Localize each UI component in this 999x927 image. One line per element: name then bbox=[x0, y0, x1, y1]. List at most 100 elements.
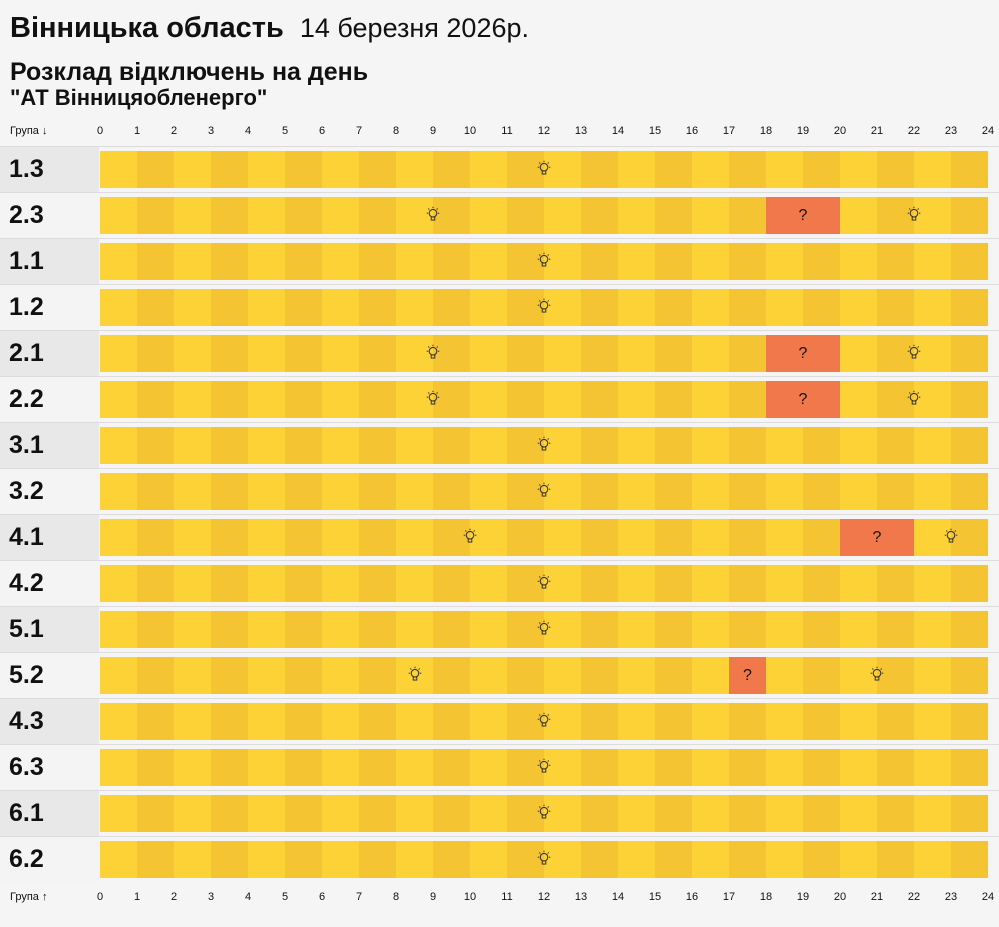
hour-cell bbox=[100, 243, 137, 280]
hour-cell bbox=[618, 611, 655, 648]
hour-cell bbox=[137, 243, 174, 280]
group-label: 3.2 bbox=[0, 469, 99, 514]
lightbulb-icon bbox=[537, 574, 551, 589]
group-sort-label-top[interactable]: Група ↓ bbox=[10, 125, 48, 137]
hour-cell bbox=[766, 565, 803, 602]
hour-cell bbox=[248, 795, 285, 832]
lightbulb-icon bbox=[426, 206, 440, 221]
hour-tick: 4 bbox=[244, 891, 252, 903]
hour-cell bbox=[248, 657, 285, 694]
hour-cell bbox=[470, 565, 507, 602]
hour-cell bbox=[581, 565, 618, 602]
hour-cell bbox=[248, 519, 285, 556]
hour-cell bbox=[137, 519, 174, 556]
hour-cell bbox=[618, 703, 655, 740]
hour-tick: 13 bbox=[574, 125, 588, 137]
hour-cell bbox=[285, 611, 322, 648]
hour-cell bbox=[766, 703, 803, 740]
hour-cell bbox=[100, 151, 137, 188]
hour-cell bbox=[914, 473, 951, 510]
hour-cell bbox=[729, 611, 766, 648]
hour-cell bbox=[655, 197, 692, 234]
hour-cell bbox=[174, 197, 211, 234]
hour-tick: 7 bbox=[355, 125, 363, 137]
hour-tick: 23 bbox=[944, 125, 958, 137]
hour-cell bbox=[655, 749, 692, 786]
hour-cell bbox=[433, 703, 470, 740]
hour-cell bbox=[766, 243, 803, 280]
hour-cell bbox=[729, 151, 766, 188]
hour-cell bbox=[766, 473, 803, 510]
hour-cell bbox=[507, 381, 544, 418]
hour-cell bbox=[100, 565, 137, 602]
hour-cell bbox=[914, 151, 951, 188]
hour-cell bbox=[248, 243, 285, 280]
hour-cell bbox=[803, 749, 840, 786]
hour-cell bbox=[951, 473, 988, 510]
lightbulb-icon bbox=[537, 620, 551, 635]
hour-tick: 16 bbox=[685, 125, 699, 137]
hour-cell bbox=[211, 611, 248, 648]
hour-cell bbox=[507, 703, 544, 740]
hour-cell bbox=[655, 335, 692, 372]
hour-cell bbox=[692, 289, 729, 326]
group-row: 1.3 bbox=[0, 146, 999, 192]
hour-cell bbox=[396, 381, 433, 418]
hour-cell bbox=[581, 611, 618, 648]
schedule-grid: 1.3 2.3? 1.1 1.2 2.1? 2.2? 3.1 3.2 4.1? 4.2 5.1 5.2… bbox=[0, 146, 999, 882]
hour-cell bbox=[877, 611, 914, 648]
hour-cell bbox=[137, 657, 174, 694]
hour-cell bbox=[692, 565, 729, 602]
hour-cell bbox=[729, 565, 766, 602]
hour-cell bbox=[322, 473, 359, 510]
hour-cell bbox=[544, 289, 581, 326]
hour-cell bbox=[100, 749, 137, 786]
lightbulb-icon bbox=[463, 528, 477, 543]
possible-outage-block: ? bbox=[766, 197, 840, 234]
hour-cell bbox=[729, 335, 766, 372]
hour-cell bbox=[803, 657, 840, 694]
hour-cell bbox=[692, 841, 729, 878]
hour-cell bbox=[507, 289, 544, 326]
hour-cell bbox=[174, 703, 211, 740]
hour-cell bbox=[729, 841, 766, 878]
group-label: 6.3 bbox=[0, 745, 99, 790]
hour-cell bbox=[470, 657, 507, 694]
hour-tick: 21 bbox=[870, 125, 884, 137]
hour-cell bbox=[433, 197, 470, 234]
hour-cell bbox=[655, 795, 692, 832]
group-row: 1.2 bbox=[0, 284, 999, 330]
hour-tick: 3 bbox=[207, 125, 215, 137]
hour-cell bbox=[433, 427, 470, 464]
hour-cell bbox=[692, 611, 729, 648]
hour-cell bbox=[174, 473, 211, 510]
hour-cell bbox=[951, 381, 988, 418]
hour-cell bbox=[655, 289, 692, 326]
hour-cell bbox=[951, 427, 988, 464]
hour-tick: 6 bbox=[318, 891, 326, 903]
hour-cell bbox=[211, 795, 248, 832]
hour-cell bbox=[248, 289, 285, 326]
hour-cell bbox=[322, 519, 359, 556]
hour-cell bbox=[211, 381, 248, 418]
hour-tick: 15 bbox=[648, 891, 662, 903]
lightbulb-icon bbox=[907, 390, 921, 405]
hour-cell bbox=[544, 565, 581, 602]
hour-cell bbox=[544, 151, 581, 188]
hour-cell bbox=[618, 749, 655, 786]
hour-cell bbox=[951, 335, 988, 372]
group-sort-label-bottom[interactable]: Група ↑ bbox=[10, 891, 48, 903]
hour-cell bbox=[322, 381, 359, 418]
hour-cell bbox=[100, 519, 137, 556]
hour-cell bbox=[803, 795, 840, 832]
lightbulb-icon bbox=[426, 344, 440, 359]
hour-cell bbox=[470, 473, 507, 510]
hour-bars bbox=[100, 749, 988, 786]
hour-cell bbox=[581, 289, 618, 326]
hour-cell bbox=[100, 611, 137, 648]
hour-cell bbox=[433, 381, 470, 418]
hour-cell bbox=[322, 657, 359, 694]
hour-cell bbox=[396, 565, 433, 602]
hour-tick: 5 bbox=[281, 891, 289, 903]
hour-cell bbox=[692, 381, 729, 418]
